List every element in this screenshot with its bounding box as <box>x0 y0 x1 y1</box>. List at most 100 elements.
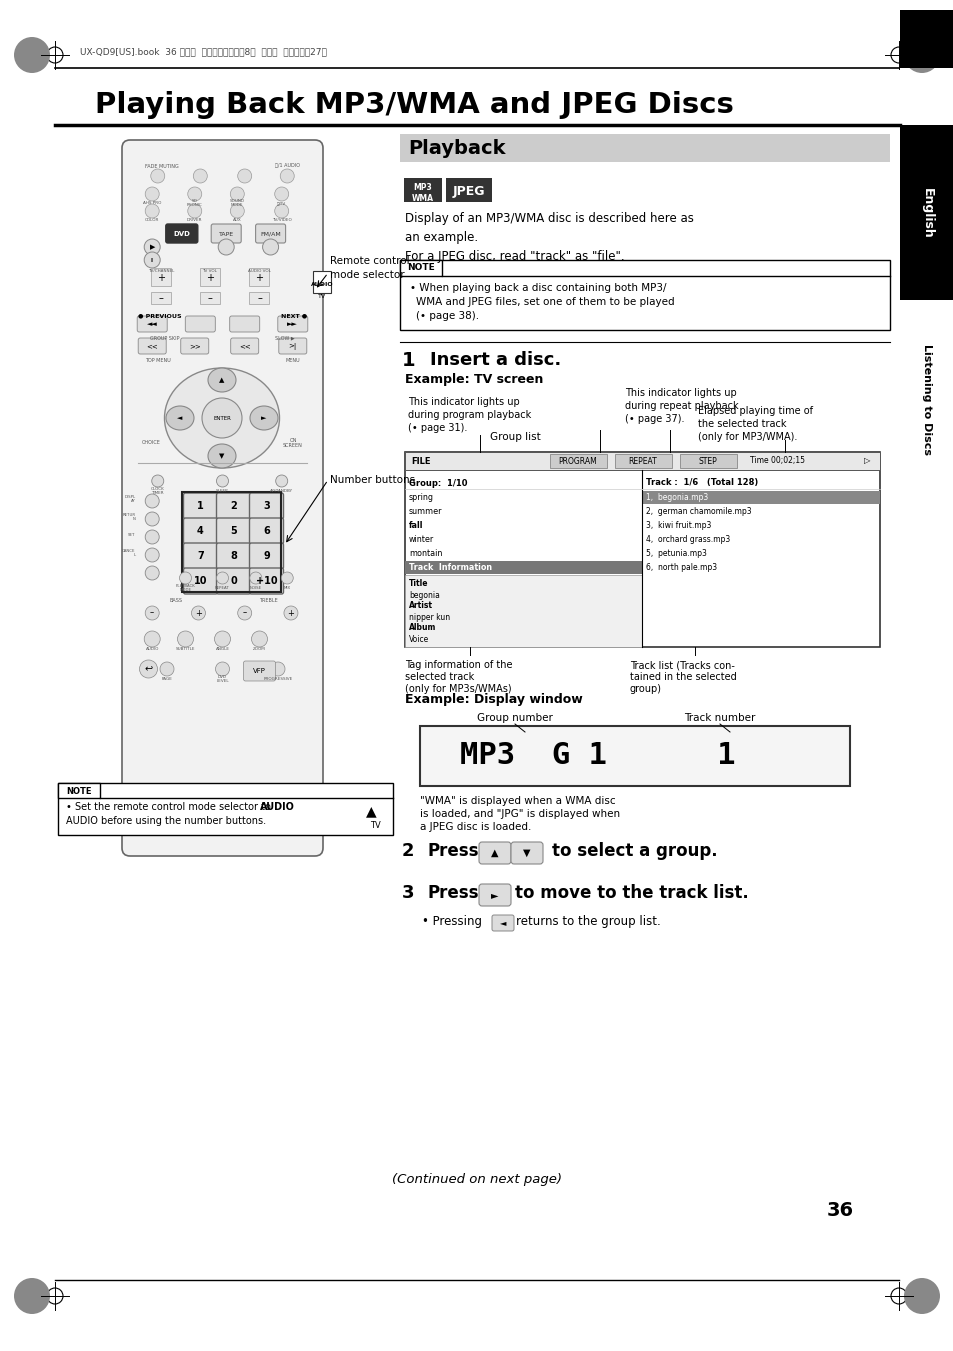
Circle shape <box>160 662 173 676</box>
Text: JPEG: JPEG <box>453 185 485 197</box>
Bar <box>419 725 849 786</box>
Text: FILE: FILE <box>411 457 430 466</box>
Text: FADE MUTING: FADE MUTING <box>145 163 178 169</box>
Text: (only for MP3/WMA).: (only for MP3/WMA). <box>698 432 797 442</box>
Text: >>: >> <box>189 343 200 349</box>
Text: TAPE: TAPE <box>218 231 233 236</box>
Text: SOUND
MODE: SOUND MODE <box>230 199 245 207</box>
Text: DISPL
AY: DISPL AY <box>124 494 135 504</box>
Text: REPEAT: REPEAT <box>214 586 230 590</box>
FancyBboxPatch shape <box>478 842 511 865</box>
Text: –: – <box>256 293 262 303</box>
Bar <box>199 292 219 304</box>
Text: • Pressing: • Pressing <box>421 915 481 928</box>
Ellipse shape <box>166 407 193 430</box>
Circle shape <box>250 571 261 584</box>
Text: (only for MP3s/WMAs): (only for MP3s/WMAs) <box>405 684 511 694</box>
Bar <box>58 784 393 835</box>
Text: NOISE: NOISE <box>250 586 261 590</box>
Text: MIX: MIX <box>283 586 291 590</box>
Text: CANCE
L: CANCE L <box>122 549 135 558</box>
Text: (• page 37).: (• page 37). <box>624 413 684 424</box>
Circle shape <box>139 661 157 678</box>
Circle shape <box>145 494 159 508</box>
Text: PROGRAM: PROGRAM <box>558 457 597 466</box>
Text: PAGE: PAGE <box>161 677 172 681</box>
Circle shape <box>284 607 297 620</box>
Text: Group:  1/10: Group: 1/10 <box>409 478 467 488</box>
Circle shape <box>903 36 939 73</box>
FancyBboxPatch shape <box>138 338 166 354</box>
Text: to select a group.: to select a group. <box>552 842 717 861</box>
Text: REPEAT: REPEAT <box>628 457 657 466</box>
FancyBboxPatch shape <box>180 338 209 354</box>
Text: AHS PRO: AHS PRO <box>143 201 161 205</box>
Text: –: – <box>150 608 154 617</box>
Text: ▲: ▲ <box>219 377 225 382</box>
Circle shape <box>145 566 159 580</box>
Text: BASS: BASS <box>170 598 183 604</box>
Text: ◄: ◄ <box>499 919 506 928</box>
Text: fall: fall <box>409 521 423 531</box>
Text: 3: 3 <box>401 884 414 902</box>
Text: 1: 1 <box>401 350 416 370</box>
Text: ENTER: ENTER <box>213 416 231 420</box>
FancyBboxPatch shape <box>255 224 285 243</box>
Text: Playback: Playback <box>408 139 505 158</box>
Circle shape <box>215 662 230 676</box>
FancyBboxPatch shape <box>511 842 542 865</box>
Circle shape <box>192 607 205 620</box>
FancyBboxPatch shape <box>278 338 307 354</box>
Circle shape <box>237 607 252 620</box>
Text: (• page 38).: (• page 38). <box>416 311 478 322</box>
Circle shape <box>144 253 160 267</box>
Text: MENU: MENU <box>285 358 299 362</box>
Circle shape <box>262 239 278 255</box>
Text: ◄: ◄ <box>177 415 182 422</box>
Text: ANGLE: ANGLE <box>215 647 230 651</box>
Text: 2,  german chamomile.mp3: 2, german chamomile.mp3 <box>645 508 751 516</box>
Text: ▶: ▶ <box>150 245 154 250</box>
Text: Tag information of the: Tag information of the <box>405 661 512 670</box>
Circle shape <box>144 631 160 647</box>
FancyBboxPatch shape <box>183 493 217 519</box>
Text: –: – <box>207 293 212 303</box>
Bar <box>182 492 281 592</box>
Bar <box>679 454 737 467</box>
Bar <box>199 267 219 286</box>
Text: NEXT ●: NEXT ● <box>280 313 307 319</box>
Text: +: + <box>287 608 294 617</box>
Text: ● PREVIOUS: ● PREVIOUS <box>138 313 181 319</box>
Circle shape <box>214 631 231 647</box>
Text: returns to the group list.: returns to the group list. <box>516 915 660 928</box>
Text: ►►: ►► <box>287 322 298 327</box>
FancyBboxPatch shape <box>230 316 259 332</box>
Bar <box>446 178 492 203</box>
Text: STEP: STEP <box>698 457 717 466</box>
Text: DVD: DVD <box>173 231 190 236</box>
Text: to move to the track list.: to move to the track list. <box>515 884 748 902</box>
Text: UX-QD9[US].book  36 ページ  ２００４年１０月8日  金曜日  午前１０時27分: UX-QD9[US].book 36 ページ ２００４年１０月8日 金曜日 午前… <box>80 47 327 57</box>
FancyBboxPatch shape <box>216 517 251 544</box>
Circle shape <box>216 571 229 584</box>
Text: 8: 8 <box>230 551 236 561</box>
Circle shape <box>177 631 193 647</box>
Text: ▷: ▷ <box>862 457 869 466</box>
Text: Group number: Group number <box>476 713 553 723</box>
Text: TV: TV <box>369 820 380 830</box>
FancyBboxPatch shape <box>185 316 215 332</box>
Circle shape <box>202 399 242 438</box>
FancyBboxPatch shape <box>277 316 308 332</box>
Text: Track list (Tracks con-: Track list (Tracks con- <box>629 661 734 670</box>
Text: ▲: ▲ <box>491 848 498 858</box>
FancyBboxPatch shape <box>216 493 251 519</box>
Bar <box>403 178 441 203</box>
Text: WMA and JPEG files, set one of them to be played: WMA and JPEG files, set one of them to b… <box>416 297 674 307</box>
Text: Artist: Artist <box>409 601 433 611</box>
Text: Remote control
mode selector: Remote control mode selector <box>330 257 409 280</box>
Text: 2: 2 <box>230 501 236 511</box>
Text: +: + <box>194 608 202 617</box>
Text: –: – <box>159 293 164 303</box>
Bar <box>58 784 100 798</box>
Text: NOTE: NOTE <box>407 263 435 273</box>
